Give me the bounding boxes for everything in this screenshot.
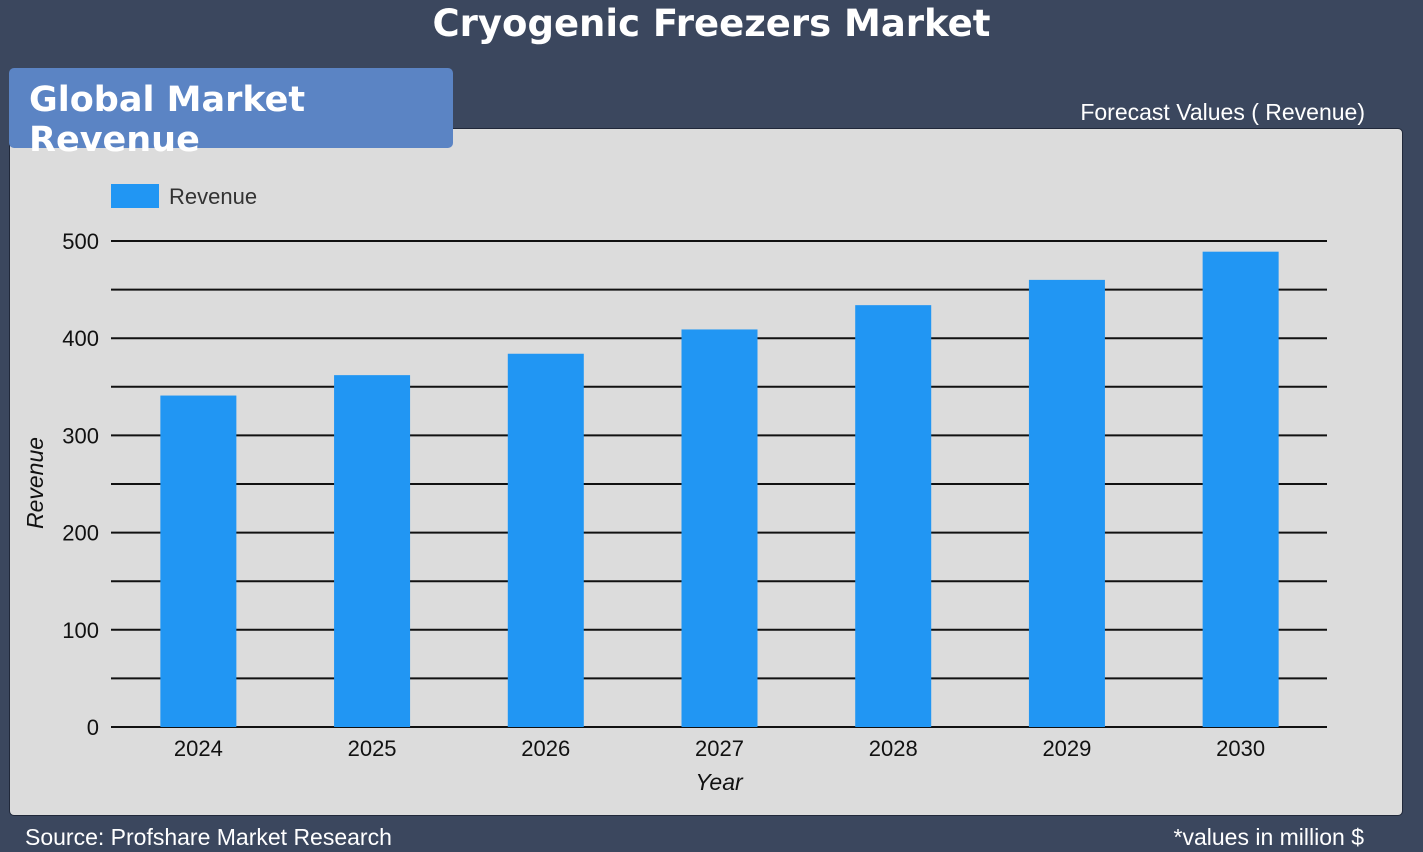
bar-2027 <box>681 329 758 727</box>
chart-title: Cryogenic Freezers Market <box>432 2 991 45</box>
x-tick-label: 2026 <box>521 736 570 761</box>
x-tick-label: 2030 <box>1216 736 1265 761</box>
bar-2024 <box>160 395 237 727</box>
y-tick-label: 500 <box>62 229 99 254</box>
source-text: Source: Profshare Market Research <box>25 824 392 850</box>
bar-2028 <box>855 305 932 727</box>
global-market-revenue-badge: Global Market Revenue <box>9 68 453 160</box>
x-tick-label: 2025 <box>348 736 397 761</box>
forecast-label: Forecast Values ( Revenue) <box>1080 99 1365 125</box>
x-tick-label: 2027 <box>695 736 744 761</box>
y-tick-labels: 0 100 200 300 400 500 <box>62 229 99 740</box>
bar-2029 <box>1028 279 1105 727</box>
x-tick-label: 2029 <box>1042 736 1091 761</box>
legend-label-revenue: Revenue <box>169 184 257 209</box>
bars <box>160 251 1279 727</box>
y-tick-label: 200 <box>62 521 99 546</box>
x-axis-title: Year <box>695 769 744 795</box>
units-note: *values in million $ <box>1173 824 1364 850</box>
bar-2025 <box>334 375 411 727</box>
bar-2026 <box>507 353 584 727</box>
y-tick-label: 100 <box>62 618 99 643</box>
x-tick-labels: 2024 2025 2026 2027 2028 2029 2030 <box>174 736 1265 761</box>
x-tick-label: 2028 <box>869 736 918 761</box>
y-tick-label: 300 <box>62 423 99 448</box>
legend-swatch <box>111 184 159 208</box>
x-tick-label: 2024 <box>174 736 223 761</box>
y-tick-label: 400 <box>62 326 99 351</box>
y-axis-title: Revenue <box>22 437 48 529</box>
y-tick-label: 0 <box>87 715 99 740</box>
bar-2030 <box>1202 251 1279 727</box>
